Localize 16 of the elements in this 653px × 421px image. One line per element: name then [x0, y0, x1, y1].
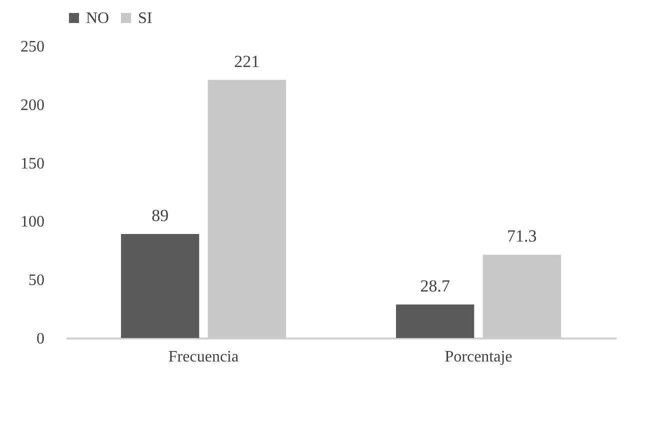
- legend-label: SI: [138, 10, 152, 27]
- x-tick-label: Frecuencia: [168, 348, 239, 366]
- data-label: 89: [152, 206, 169, 226]
- bar: [121, 234, 200, 338]
- y-tick-label: 0: [36, 330, 44, 348]
- y-tick-label: 250: [20, 38, 44, 56]
- x-tick-label: Porcentaje: [444, 348, 512, 366]
- legend-label: NO: [86, 10, 110, 27]
- data-label: 28.7: [420, 276, 450, 296]
- y-tick-label: 200: [20, 96, 44, 114]
- data-label: 71.3: [507, 226, 537, 246]
- bar: [396, 304, 474, 338]
- data-label: 221: [234, 52, 260, 71]
- y-tick-label: 50: [28, 272, 44, 290]
- y-tick-label: 100: [20, 214, 44, 231]
- y-tick-label: 150: [20, 155, 44, 172]
